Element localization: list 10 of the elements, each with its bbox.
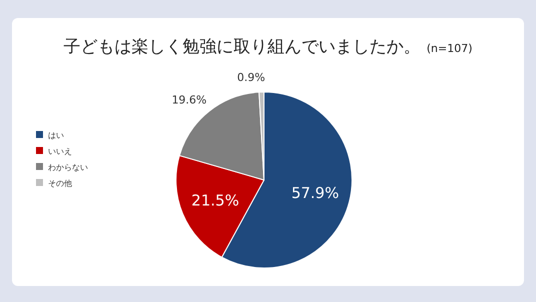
text: (n=107) [426, 42, 472, 55]
data-label: 21.5% [191, 191, 240, 210]
data-label: 19.6% [172, 94, 207, 107]
legend-label: その他 [48, 179, 72, 188]
legend-label: はい [48, 131, 64, 140]
data-label: 0.9% [237, 71, 266, 84]
legend-label: いいえ [48, 147, 72, 156]
chart-title: 子どもは楽しく勉強に取り組んでいましたか。 [64, 37, 421, 57]
legend-label: わからない [48, 163, 88, 172]
data-label: 57.9% [291, 184, 339, 202]
